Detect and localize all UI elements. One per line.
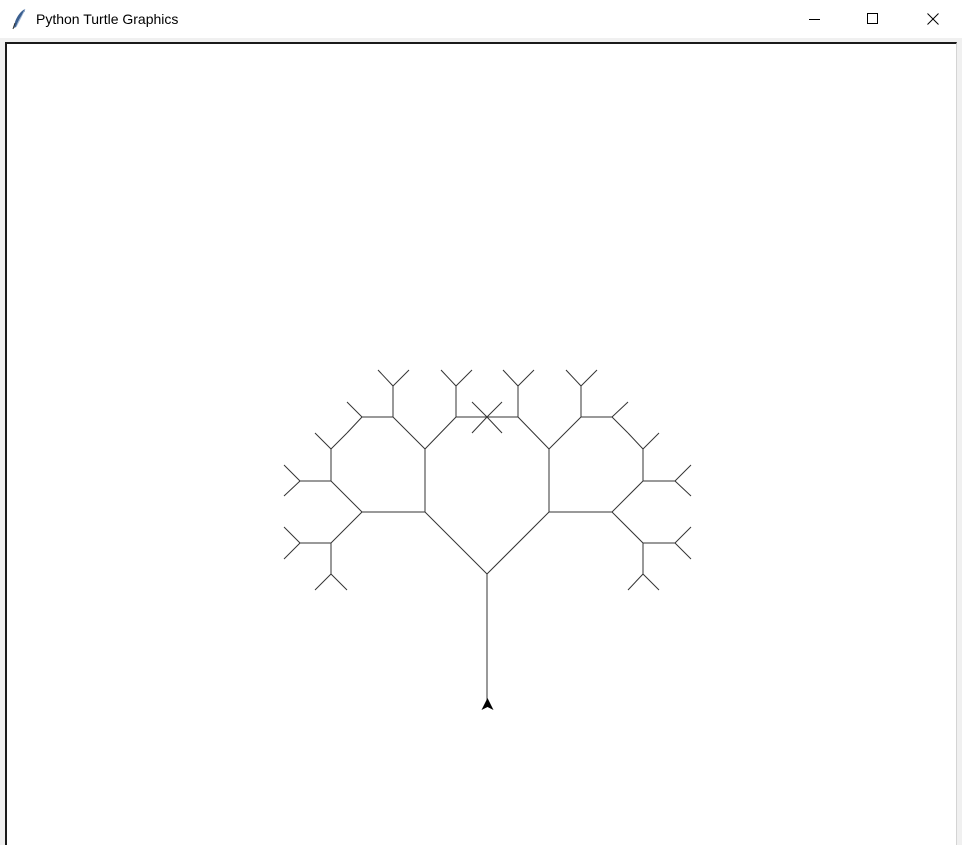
tree-branch <box>486 401 503 418</box>
tree-branch <box>611 416 629 434</box>
tree-branch <box>283 480 301 497</box>
tree-branch <box>455 369 473 387</box>
window-title: Python Turtle Graphics <box>36 11 179 27</box>
maximize-icon <box>867 13 878 24</box>
tree-branch <box>392 369 410 387</box>
tree-branch <box>674 480 692 497</box>
tree-branch <box>611 511 644 544</box>
close-icon <box>927 13 939 25</box>
tree-branch <box>502 369 519 387</box>
turtle-canvas-frame <box>5 42 957 845</box>
tree-branch <box>330 480 363 513</box>
maximize-button[interactable] <box>844 0 902 38</box>
tree-branch <box>330 432 348 450</box>
tree-branch <box>486 416 503 434</box>
tree-branch <box>377 369 394 387</box>
tree-branch <box>330 573 348 591</box>
tree-branch <box>471 416 488 434</box>
tree-branch <box>674 464 692 482</box>
tree-branch <box>642 573 660 591</box>
close-button[interactable] <box>904 0 962 38</box>
tree-branch <box>517 416 550 450</box>
tree-branch <box>611 401 629 418</box>
minimize-button[interactable] <box>786 0 844 38</box>
tree-branch <box>330 511 363 544</box>
tree-branch <box>283 542 301 560</box>
tree-branch <box>314 432 332 450</box>
tree-branch <box>611 480 644 513</box>
turtle-canvas[interactable] <box>7 44 957 845</box>
feather-icon <box>12 8 28 30</box>
tree-branch <box>471 401 488 418</box>
minimize-icon <box>809 19 820 20</box>
tree-branch <box>642 432 660 450</box>
tree-branch <box>486 511 550 575</box>
tree-branch <box>627 432 644 450</box>
tree-branch <box>517 369 535 387</box>
tree-branch <box>548 416 582 450</box>
tree-branch <box>346 401 363 418</box>
tree-branch <box>314 573 332 591</box>
title-bar[interactable]: Python Turtle Graphics <box>0 0 962 38</box>
tree-branch <box>565 369 582 387</box>
tree-branch <box>424 511 488 575</box>
tree-branch <box>580 369 598 387</box>
tree-branch <box>283 526 301 544</box>
tree-branch <box>392 416 426 450</box>
tree-branch <box>283 464 301 482</box>
tree-branch <box>674 526 692 544</box>
tree-branch <box>674 542 692 560</box>
fractal-tree-drawing <box>283 369 692 702</box>
tree-branch <box>346 416 363 434</box>
tree-branch <box>627 573 644 591</box>
tree-branch <box>424 416 457 450</box>
tree-branch <box>440 369 457 387</box>
turtle-arrow-icon <box>481 698 494 710</box>
